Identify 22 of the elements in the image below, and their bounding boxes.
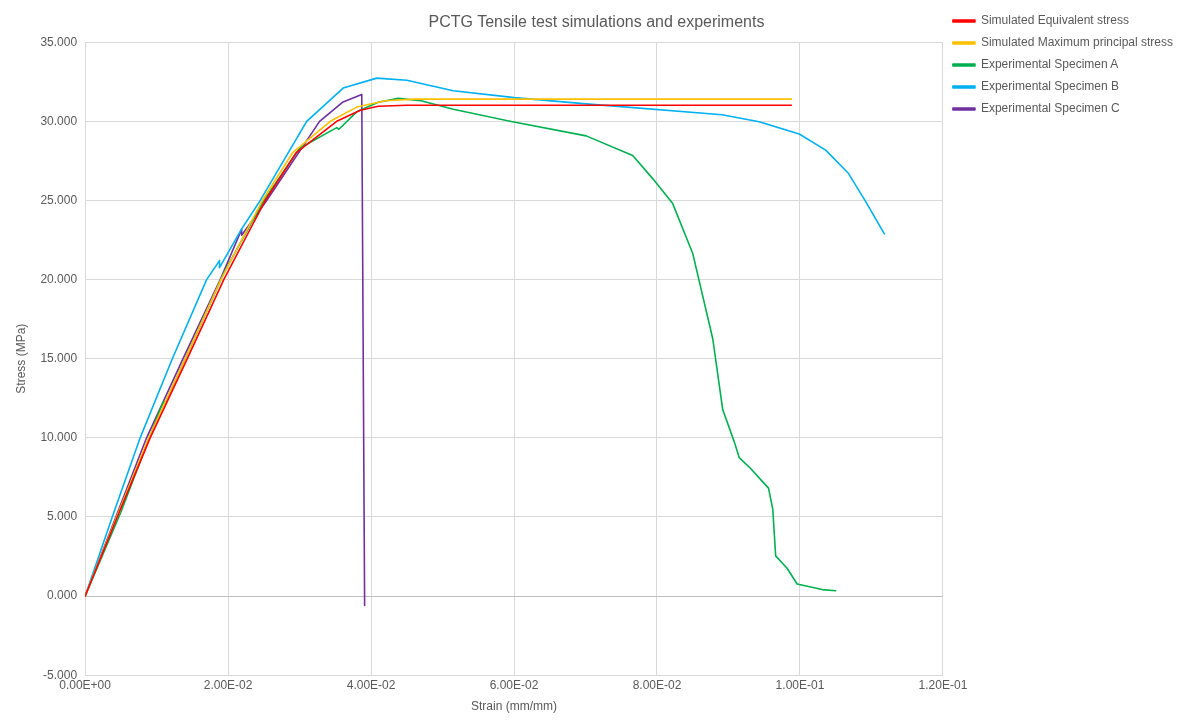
x-tick-label: 6.00E-02 bbox=[489, 677, 539, 692]
y-tick-label: 5.000 bbox=[47, 509, 78, 524]
chart-title: PCTG Tensile test simulations and experiments bbox=[428, 13, 765, 31]
x-tick-label: 4.00E-02 bbox=[346, 677, 396, 692]
y-tick-label: 20.000 bbox=[40, 271, 78, 286]
x-tick-label: 2.00E-02 bbox=[203, 677, 253, 692]
legend-label: Experimental Specimen C bbox=[980, 101, 1120, 116]
y-tick-label: 35.000 bbox=[40, 34, 78, 49]
y-tick-label: 10.000 bbox=[40, 430, 78, 445]
y-tick-label: 15.000 bbox=[40, 351, 78, 366]
x-axis-title: Strain (mm/mm) bbox=[471, 699, 558, 714]
y-tick-label: 30.000 bbox=[40, 113, 78, 128]
legend-label: Simulated Maximum principal stress bbox=[980, 35, 1173, 50]
legend-label: Experimental Specimen B bbox=[980, 79, 1120, 94]
y-tick-label: 0.000 bbox=[47, 588, 78, 603]
x-tick-label: 8.00E-02 bbox=[632, 677, 682, 692]
legend-label: Simulated Equivalent stress bbox=[980, 13, 1130, 28]
x-tick-label: 1.20E-01 bbox=[918, 677, 968, 692]
x-tick-label: 1.00E-01 bbox=[775, 677, 825, 692]
y-tick-label: 25.000 bbox=[40, 192, 78, 207]
legend-label: Experimental Specimen A bbox=[980, 57, 1119, 72]
y-axis-title: Stress (MPa) bbox=[13, 323, 28, 394]
